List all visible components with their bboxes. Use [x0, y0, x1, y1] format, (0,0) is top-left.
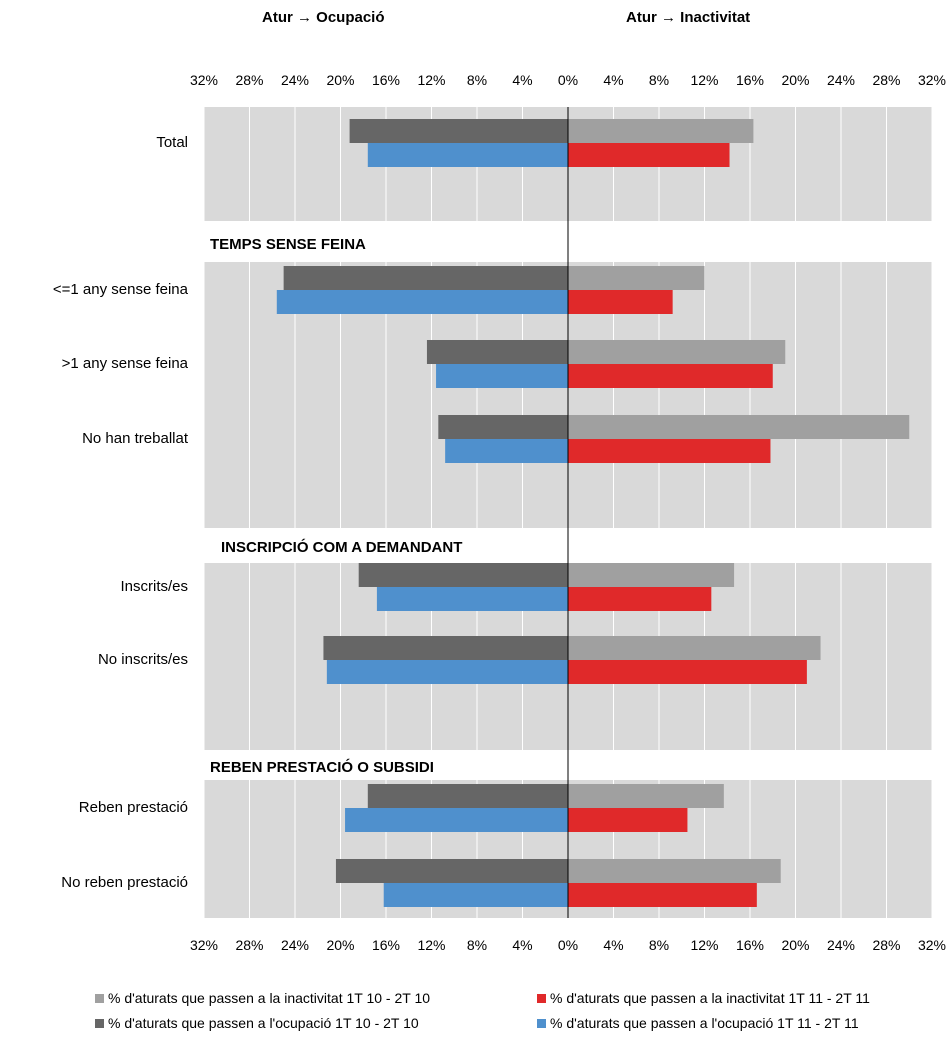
- bar-right-2011: [568, 660, 807, 684]
- tick-label: 0%: [557, 937, 579, 953]
- bar-right-2010: [568, 266, 705, 290]
- bar-right-2011: [568, 587, 712, 611]
- tick-label: 8%: [466, 72, 488, 88]
- bar-right-2010: [568, 119, 754, 143]
- bar-right-2011: [568, 143, 730, 167]
- bar-left-2011: [436, 364, 568, 388]
- tick-label: 4%: [603, 937, 624, 953]
- bar-right-2011: [568, 883, 757, 907]
- legend-swatch: [95, 1018, 104, 1028]
- section-title: INSCRIPCIÓ COM A DEMANDANT: [215, 535, 469, 560]
- x-axis-top: 32% 28% 24% 20% 16% 12% 8% 4% 0% 4% 8% 12% 16% 20% 24%…: [0, 72, 952, 90]
- header-right: Atur → Inactivitat: [626, 9, 751, 26]
- bar-left-2010: [438, 415, 568, 439]
- tick-label: 16%: [371, 72, 401, 88]
- bar-left-2011: [376, 587, 568, 611]
- bar-left-2010: [323, 636, 568, 660]
- category-label: <=1 any sense feina: [52, 281, 188, 298]
- tick-label: 24%: [826, 72, 856, 88]
- tick-label: 8%: [648, 937, 670, 953]
- tick-label: 24%: [280, 937, 310, 953]
- tick-label: 24%: [826, 937, 856, 953]
- bar-left-2011: [345, 808, 568, 832]
- tick-label: 16%: [735, 72, 765, 88]
- bar-left-2010: [335, 859, 568, 883]
- bar-right-2011: [568, 808, 688, 832]
- legend-swatch: [537, 993, 546, 1003]
- tick-label: 16%: [371, 937, 401, 953]
- bar-right-2011: [568, 439, 771, 463]
- tick-label: 4%: [512, 72, 533, 88]
- bar-left-2010: [367, 784, 568, 808]
- tick-label: 28%: [235, 72, 264, 88]
- tick-label: 8%: [648, 72, 670, 88]
- tick-label: 0%: [557, 72, 579, 88]
- bar-left-2010: [358, 563, 568, 587]
- category-label: No han treballat: [82, 430, 188, 447]
- category-label: Inscrits/es: [120, 578, 188, 595]
- bar-left-2011: [276, 290, 568, 314]
- tick-label: 4%: [603, 72, 624, 88]
- header-left: Atur → Ocupació: [262, 9, 385, 26]
- legend-item: % d'aturats que passen a la inactivitat …: [537, 990, 870, 1006]
- legend-label: % d'aturats que passen a l'ocupació 1T 1…: [108, 1015, 419, 1031]
- tick-label: 12%: [417, 72, 446, 88]
- bar-right-2010: [568, 415, 910, 439]
- tick-label: 32%: [189, 72, 219, 88]
- bar-left-2010: [283, 266, 568, 290]
- bar-right-2010: [568, 563, 735, 587]
- tick-label: 12%: [690, 937, 719, 953]
- tick-label: 20%: [326, 937, 355, 953]
- tick-label: 28%: [872, 937, 901, 953]
- legend-item: % d'aturats que passen a l'ocupació 1T 1…: [537, 1015, 859, 1031]
- legend-label: % d'aturats que passen a la inactivitat …: [550, 990, 870, 1006]
- tick-label: 12%: [690, 72, 719, 88]
- bar-right-2010: [568, 784, 724, 808]
- bar-left-2010: [349, 119, 568, 143]
- legend-swatch: [537, 1018, 546, 1028]
- bar-right-2011: [568, 290, 673, 314]
- legend-item: % d'aturats que passen a l'ocupació 1T 1…: [95, 1015, 419, 1031]
- legend-label: % d'aturats que passen a l'ocupació 1T 1…: [550, 1015, 859, 1031]
- bar-right-2010: [568, 636, 821, 660]
- legend-label: % d'aturats que passen a la inactivitat …: [108, 990, 431, 1006]
- tick-label: 12%: [417, 937, 446, 953]
- bar-right-2010: [568, 340, 786, 364]
- tick-label: 28%: [872, 72, 901, 88]
- section-title: REBEN PRESTACIÓ O SUBSIDI: [204, 755, 440, 780]
- tick-label: 20%: [326, 72, 355, 88]
- tick-label: 4%: [512, 937, 533, 953]
- tick-label: 28%: [235, 937, 264, 953]
- category-label: No reben prestació: [61, 874, 188, 891]
- category-label: >1 any sense feina: [61, 355, 188, 372]
- x-axis-bottom: 32% 28% 24% 20% 16% 12% 8% 4% 0% 4% 8% 12% 16% 20% 24%…: [0, 937, 952, 955]
- bar-left-2010: [426, 340, 568, 364]
- category-label: Reben prestació: [78, 799, 188, 816]
- tick-label: 32%: [189, 937, 219, 953]
- bar-left-2011: [445, 439, 568, 463]
- tick-label: 20%: [781, 72, 810, 88]
- bar-right-2011: [568, 364, 773, 388]
- bar-left-2011: [383, 883, 568, 907]
- tick-label: 20%: [781, 937, 810, 953]
- section-title: TEMPS SENSE FEINA: [204, 232, 372, 257]
- bar-right-2010: [568, 859, 781, 883]
- tick-label: 32%: [917, 72, 947, 88]
- tick-label: 16%: [735, 937, 765, 953]
- legend-swatch: [95, 993, 104, 1003]
- category-label: No inscrits/es: [97, 651, 188, 668]
- tick-label: 8%: [466, 937, 488, 953]
- tick-label: 24%: [280, 72, 310, 88]
- tick-label: 32%: [917, 937, 947, 953]
- legend-item: % d'aturats que passen a la inactivitat …: [95, 990, 430, 1006]
- bar-left-2011: [326, 660, 568, 684]
- bar-left-2011: [367, 143, 568, 167]
- category-label: Total: [156, 134, 188, 151]
